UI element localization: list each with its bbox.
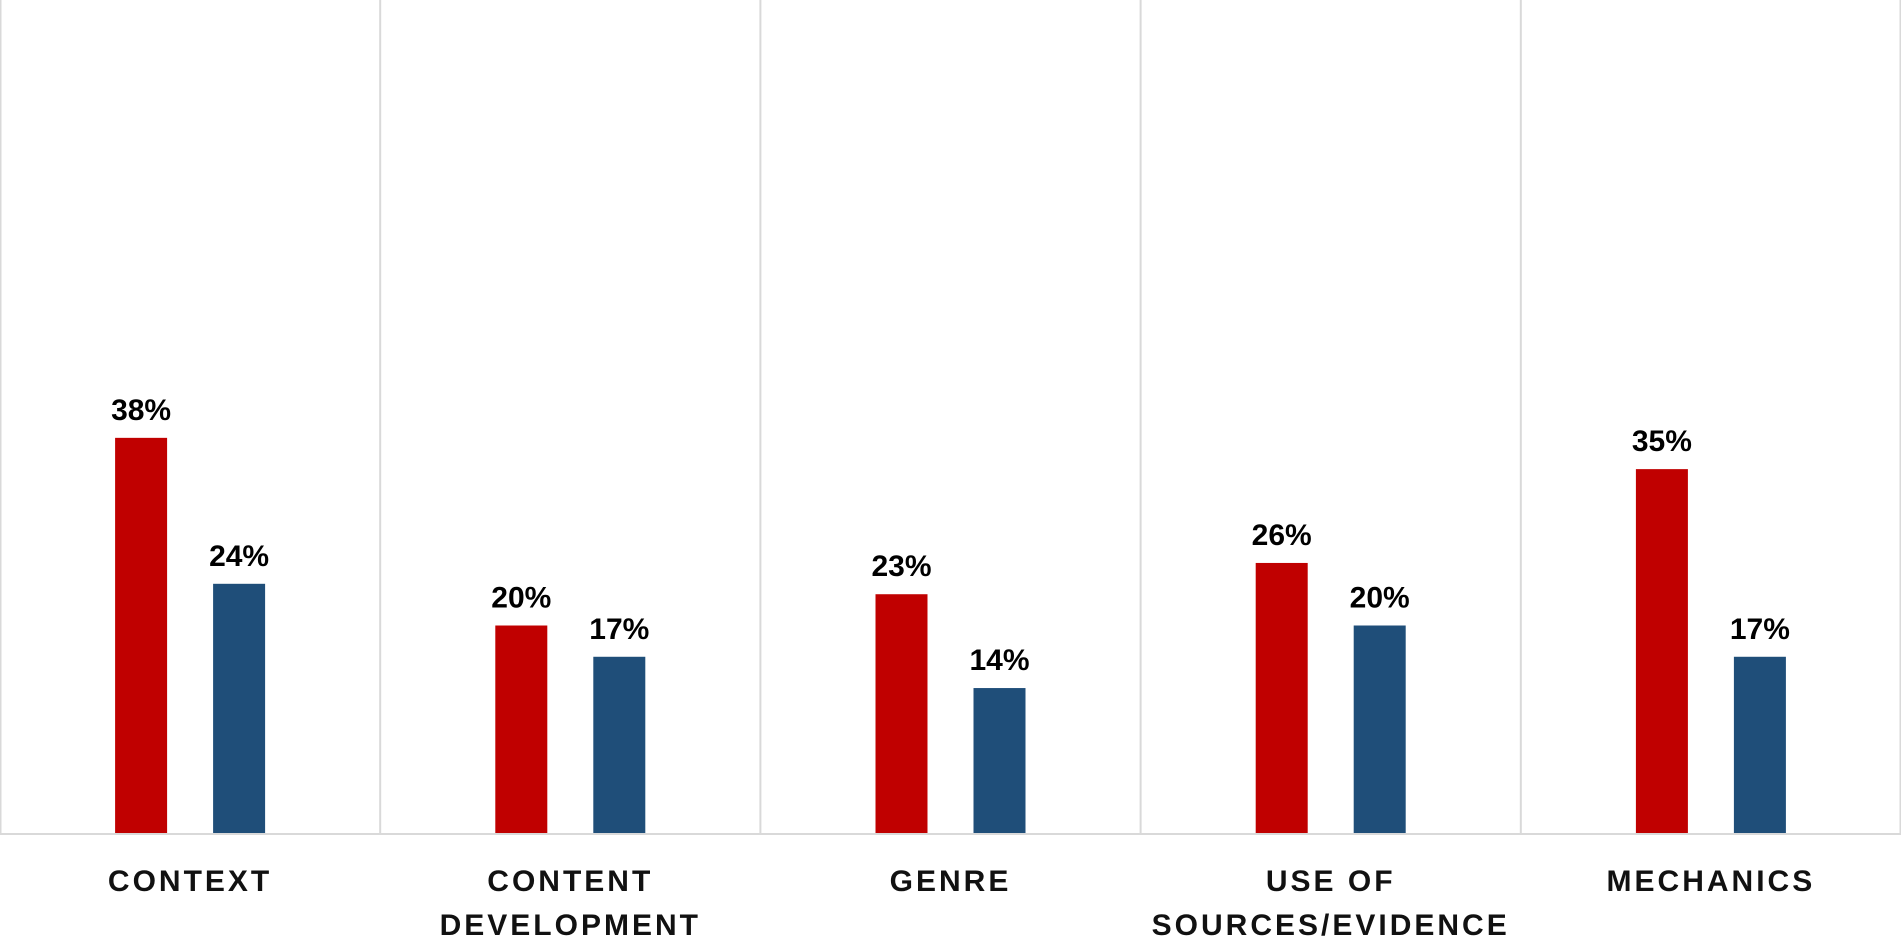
bar-series2-2 (973, 688, 1026, 834)
bar-series1-4 (1635, 469, 1688, 834)
category-label-line: USE OF (1265, 865, 1396, 898)
category-label-line: DEVELOPMENT (439, 909, 701, 942)
bar-series2-0 (213, 583, 266, 834)
data-label-series1-2: 23% (871, 550, 931, 583)
data-label-series2-4: 17% (1730, 613, 1790, 646)
category-label: CONTEXT (0, 860, 380, 904)
bar-series2-1 (593, 656, 646, 834)
data-label-series1-4: 35% (1632, 425, 1692, 458)
category-label-line: MECHANICS (1606, 865, 1816, 898)
category-label: GENRE (760, 860, 1140, 904)
data-label-series2-2: 14% (969, 644, 1029, 677)
bar-series1-0 (115, 437, 168, 834)
data-label-series2-0: 24% (209, 540, 269, 573)
bar-series2-4 (1733, 656, 1786, 834)
data-label-series1-3: 26% (1252, 519, 1312, 552)
bars-group (115, 437, 1786, 834)
data-label-series1-1: 20% (491, 582, 551, 615)
data-label-series2-3: 20% (1350, 582, 1410, 615)
category-label-line: CONTEXT (107, 865, 273, 898)
category-label-line: GENRE (889, 865, 1012, 898)
category-label: USE OF SOURCES/EVIDENCE (1141, 860, 1521, 948)
bar-series1-2 (875, 594, 928, 834)
category-label: CONTENT DEVELOPMENT (380, 860, 760, 948)
category-label: MECHANICS (1521, 860, 1901, 904)
bar-series2-3 (1353, 625, 1406, 834)
category-dividers (0, 0, 1901, 834)
bar-series1-1 (495, 625, 548, 834)
category-label-line: CONTENT (487, 865, 654, 898)
category-label-line: SOURCES/EVIDENCE (1151, 909, 1510, 942)
bar-series1-3 (1255, 562, 1308, 834)
data-label-series2-1: 17% (589, 613, 649, 646)
data-labels-group: 38% 20% 23% 26% 35% 24% 17% 14% 20% 17% (111, 394, 1790, 677)
data-label-series1-0: 38% (111, 394, 171, 427)
